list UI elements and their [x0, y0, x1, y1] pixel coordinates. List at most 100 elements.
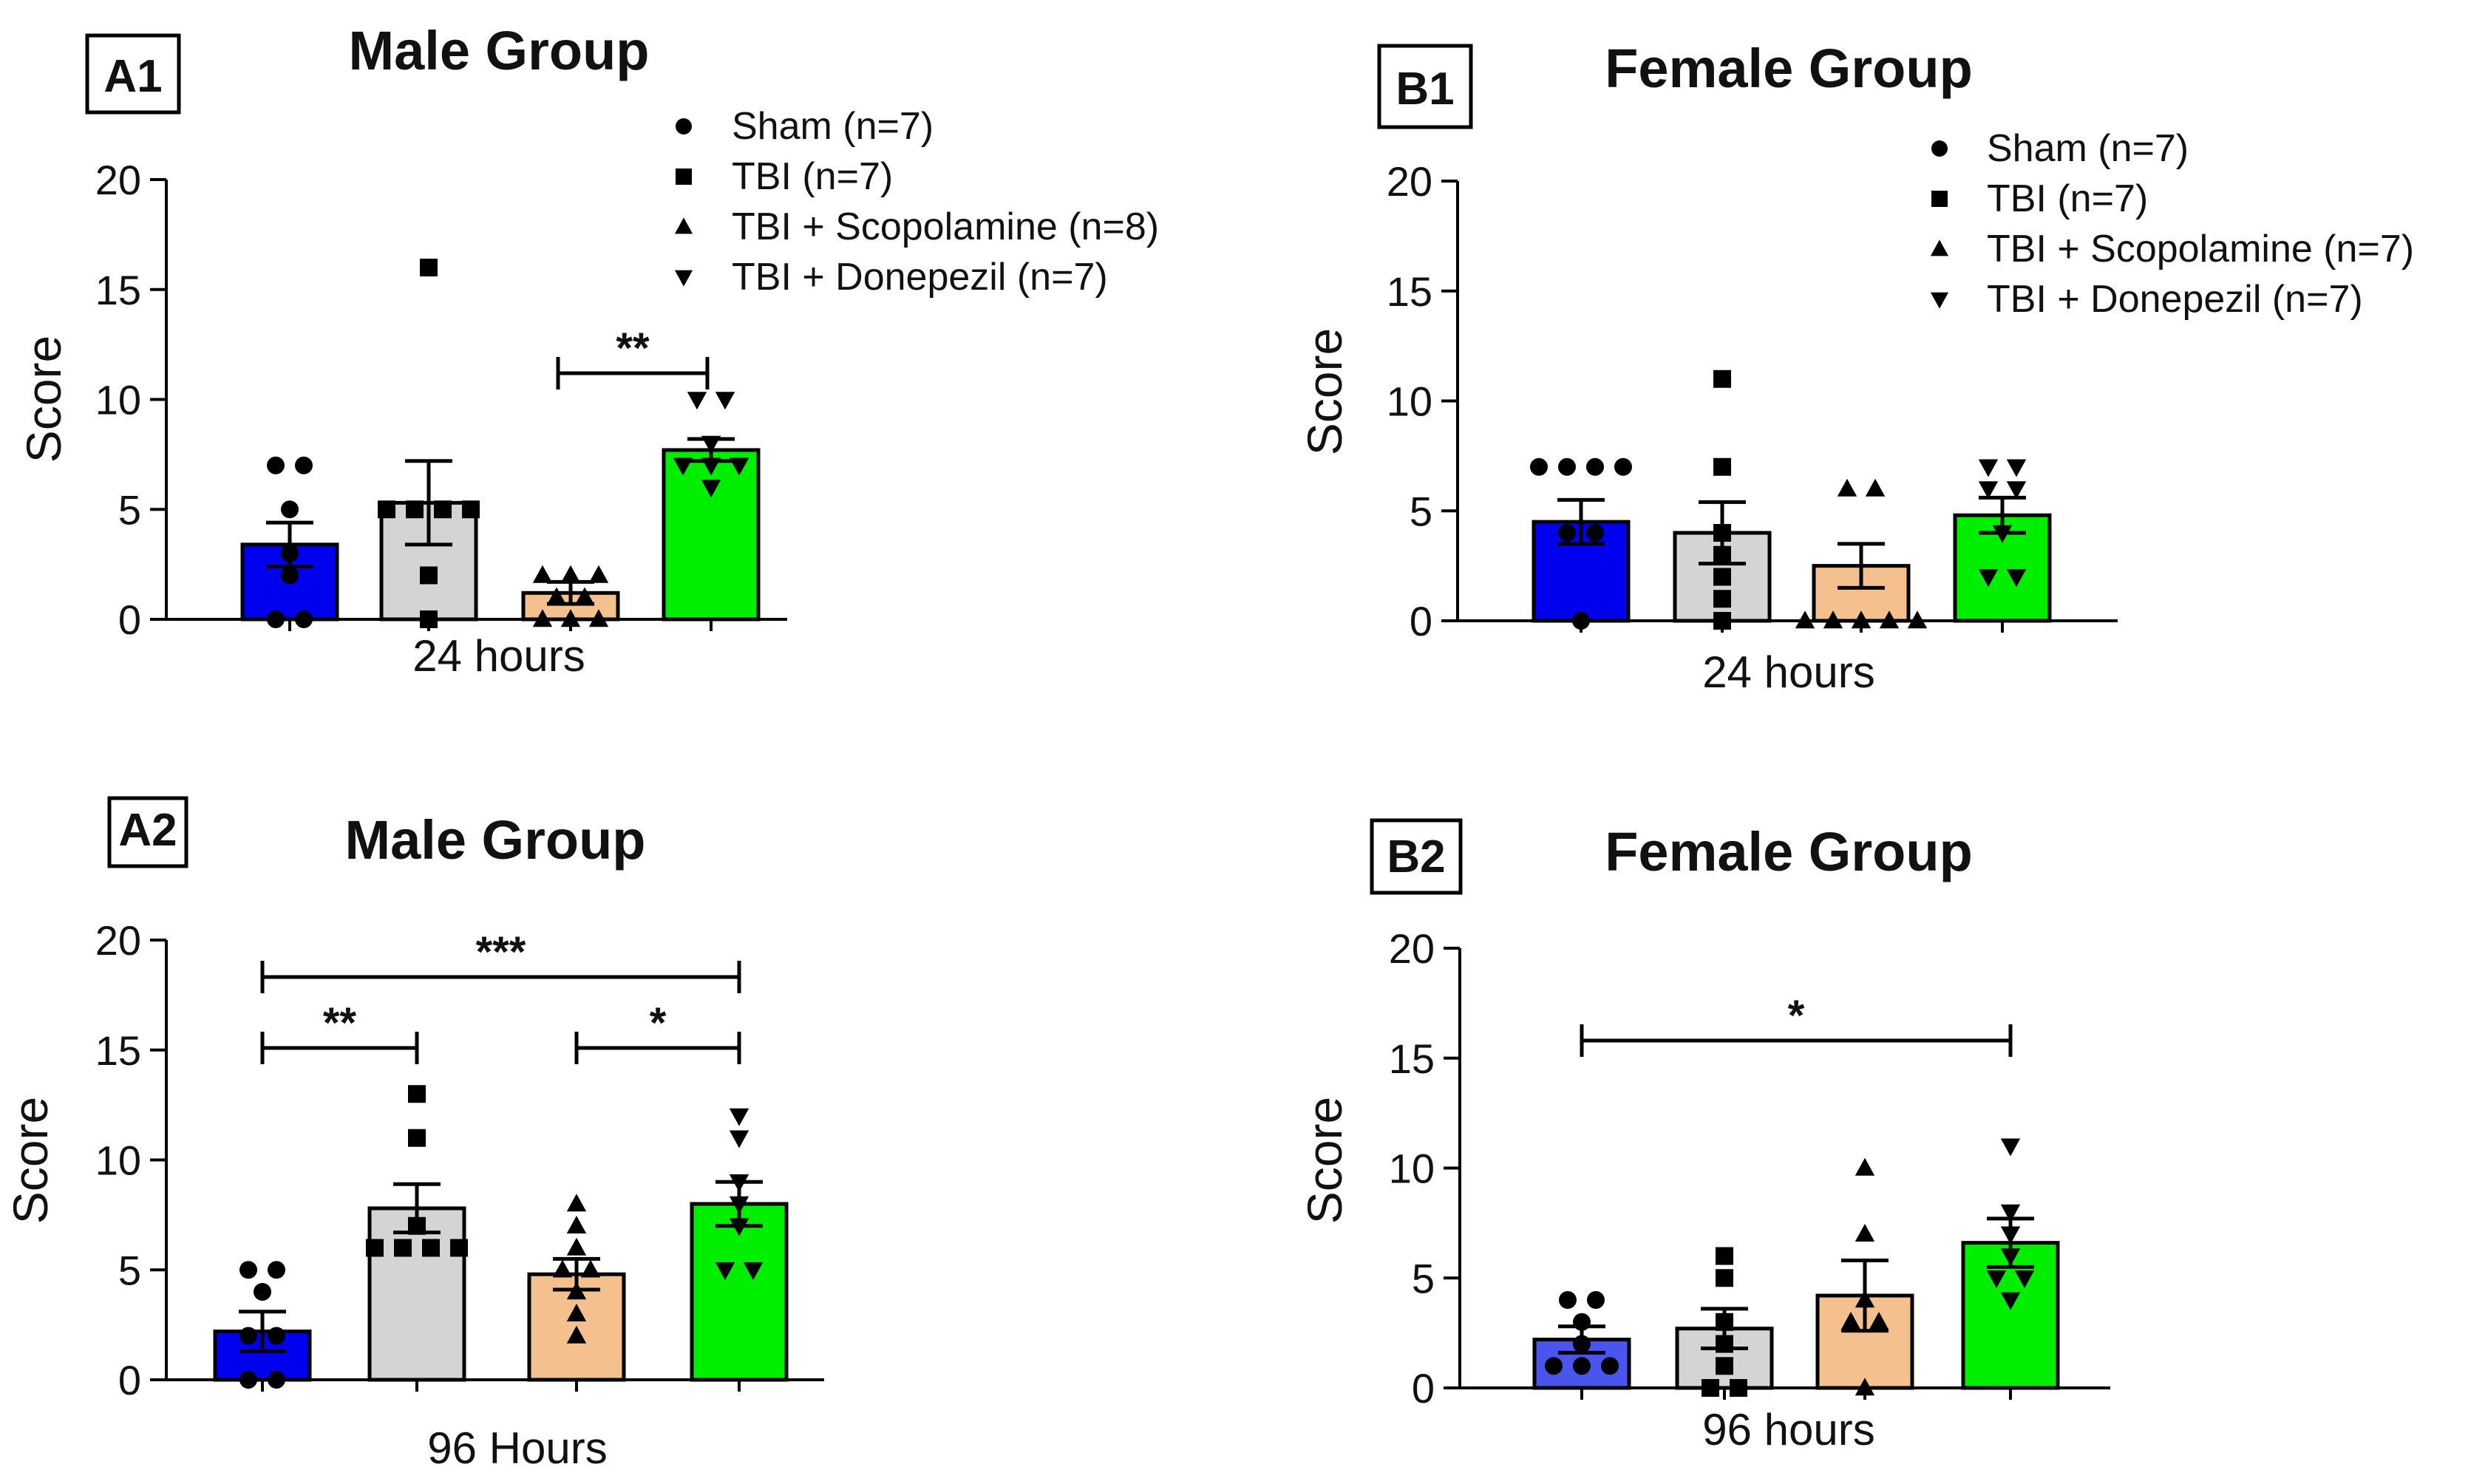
- data-point: [1530, 457, 1548, 476]
- data-point: [281, 500, 299, 519]
- data-point: [1545, 1357, 1563, 1375]
- x-axis-label: 24 hours: [412, 631, 585, 681]
- data-point: [281, 566, 299, 585]
- data-point: [1992, 525, 2013, 543]
- data-point: [566, 1237, 587, 1256]
- data-point: [2000, 1226, 2021, 1245]
- data-point: [1837, 478, 1857, 497]
- y-tick-label: 15: [95, 267, 141, 313]
- chart-title: Male Group: [344, 809, 645, 871]
- data-point: [267, 456, 285, 474]
- data-point: [2006, 481, 2027, 500]
- y-tick-label: 20: [1387, 158, 1432, 205]
- data-point: [1573, 1357, 1591, 1375]
- legend: Sham (n=7) TBI (n=7) TBI + Scopolamine (n=…: [674, 105, 1159, 299]
- data-point: [2000, 1248, 2021, 1267]
- chart-title: Male Group: [348, 20, 649, 81]
- legend-label: TBI + Scopolamine (n=8): [732, 205, 1159, 248]
- legend-marker: [1930, 239, 1949, 256]
- data-point: [1823, 610, 1843, 629]
- legend-label: Sham (n=7): [732, 105, 934, 148]
- x-axis-label: 24 hours: [1702, 647, 1875, 697]
- data-point: [729, 1130, 749, 1148]
- data-point: [1559, 1291, 1577, 1309]
- data-point: [1978, 459, 1999, 477]
- chart-title: Female Group: [1605, 38, 1973, 99]
- data-point: [394, 1239, 412, 1257]
- data-point: [532, 609, 553, 627]
- data-point: [1855, 1378, 1875, 1396]
- data-point: [729, 1174, 749, 1193]
- data-point: [2006, 459, 2027, 477]
- data-point: [1713, 590, 1731, 608]
- data-point: [1572, 612, 1590, 630]
- data-point: [729, 457, 749, 476]
- data-point: [1855, 1223, 1875, 1242]
- y-tick-label: 5: [118, 1247, 141, 1293]
- data-point: [268, 1371, 285, 1389]
- legend-label: TBI (n=7): [732, 155, 893, 198]
- data-point: [1986, 1270, 2007, 1289]
- data-point: [1716, 1269, 1733, 1287]
- data-point: [1716, 1313, 1733, 1331]
- data-point: [566, 1215, 587, 1233]
- y-tick-label: 20: [1389, 925, 1435, 972]
- data-point: [2000, 1292, 2021, 1310]
- panel-label: A2: [118, 805, 177, 856]
- data-point: [267, 610, 285, 628]
- y-tick-label: 15: [95, 1027, 141, 1074]
- y-tick-label: 5: [1412, 1255, 1435, 1301]
- data-point: [408, 1216, 426, 1235]
- data-point: [1978, 481, 1999, 500]
- data-point: [729, 1108, 749, 1126]
- data-point: [560, 609, 581, 627]
- data-point: [566, 1325, 587, 1344]
- legend-marker: [1931, 191, 1948, 207]
- legend-marker: [1930, 292, 1949, 309]
- data-point: [715, 392, 735, 410]
- x-axis-label: 96 hours: [1702, 1405, 1875, 1454]
- data-point: [378, 500, 395, 519]
- panel-b1: B1 Female Group 0 5 10 15 20 Score 24 hours Sham …: [1297, 38, 2414, 697]
- legend: Sham (n=7) TBI (n=7) TBI + Scopolamine (n=…: [1930, 127, 2414, 321]
- y-tick-label: 5: [1410, 488, 1432, 534]
- y-tick-label: 0: [1412, 1365, 1435, 1412]
- legend-label: TBI + Donepezil (n=7): [732, 256, 1108, 299]
- data-point: [1702, 1379, 1719, 1397]
- y-axis-label: Score: [1297, 1097, 1352, 1224]
- data-point: [1586, 457, 1604, 476]
- data-point: [2000, 1138, 2021, 1157]
- data-point: [1586, 524, 1604, 542]
- data-point: [743, 1262, 764, 1281]
- data-point: [420, 259, 438, 276]
- data-point: [1869, 1311, 1889, 1330]
- panel-label-box: [1370, 818, 1463, 895]
- y-tick-label: 15: [1387, 268, 1432, 315]
- data-point: [422, 1239, 440, 1257]
- data-point: [434, 500, 452, 519]
- panel-label-box: [107, 796, 188, 868]
- data-point: [715, 1262, 735, 1281]
- data-point: [1865, 478, 1886, 497]
- data-point: [1573, 1313, 1591, 1331]
- y-tick-label: 20: [95, 157, 141, 203]
- data-point: [1851, 610, 1872, 629]
- data-point: [588, 609, 609, 627]
- y-tick-label: 0: [1410, 598, 1432, 644]
- significance-label: *: [650, 999, 667, 1047]
- data-point: [546, 587, 567, 605]
- y-tick-label: 10: [1387, 378, 1432, 425]
- legend-label: TBI + Donepezil (n=7): [1987, 278, 2363, 321]
- data-point: [408, 1129, 426, 1147]
- data-point: [701, 480, 721, 498]
- data-point: [560, 565, 581, 583]
- data-point: [239, 1327, 257, 1345]
- data-point: [574, 587, 595, 605]
- panel-b2: B2 Female Group 0 5 10 15 20 Score 96 hours *: [1297, 818, 2110, 1454]
- data-point: [2000, 1204, 2021, 1222]
- data-point: [552, 1259, 573, 1278]
- panel-label: A1: [103, 51, 162, 102]
- data-point: [406, 500, 424, 519]
- y-axis-label: Score: [16, 336, 71, 463]
